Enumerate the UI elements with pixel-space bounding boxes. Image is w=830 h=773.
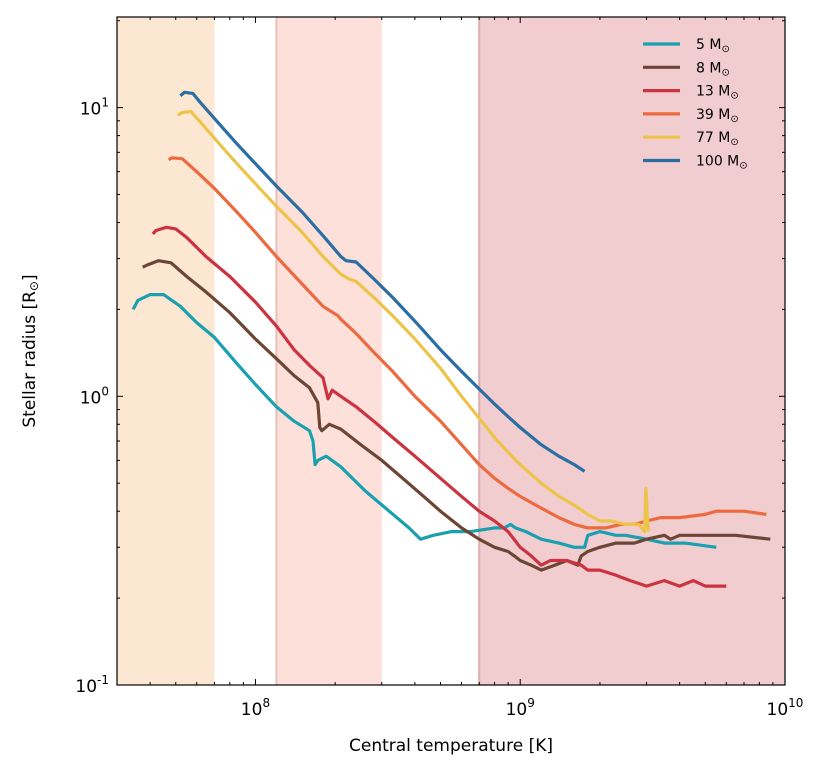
series-line-8 [141, 259, 771, 572]
background-bands [117, 17, 785, 685]
band-1 [117, 17, 215, 685]
series-line-39 [167, 156, 767, 530]
legend-label-39: 39 M⊙ [696, 107, 739, 125]
y-tick-label: 100 [80, 384, 109, 408]
y-tick-label: 101 [80, 96, 109, 120]
series-lines [131, 90, 771, 588]
x-axis-label: Central temperature [K] [349, 736, 553, 756]
band-2 [276, 17, 382, 685]
legend-label-100: 100 M⊙ [696, 154, 748, 172]
legend-label-77: 77 M⊙ [696, 130, 739, 148]
series-line-100 [179, 90, 586, 473]
axis-ticks: 108 109 1010 10-1 100 101 [75, 17, 803, 720]
plot-frame [116, 16, 786, 686]
y-tick-label: 10-1 [75, 673, 109, 697]
legend-label-13: 13 M⊙ [696, 84, 739, 102]
legend: 5 M⊙ 8 M⊙ 13 M⊙ 39 M⊙ 77 M⊙ 100 M⊙ [643, 37, 748, 172]
x-tick-label: 108 [241, 696, 270, 720]
series-line-77 [177, 109, 651, 534]
x-tick-label: 1010 [767, 696, 804, 720]
band-3 [479, 17, 785, 685]
series-line-13 [151, 225, 727, 588]
series-line-5 [131, 293, 717, 549]
legend-label-5: 5 M⊙ [696, 37, 730, 55]
y-axis-label: Stellar radius [R⊙] [20, 274, 41, 427]
x-tick-label: 109 [506, 696, 535, 720]
legend-label-8: 8 M⊙ [696, 60, 730, 78]
